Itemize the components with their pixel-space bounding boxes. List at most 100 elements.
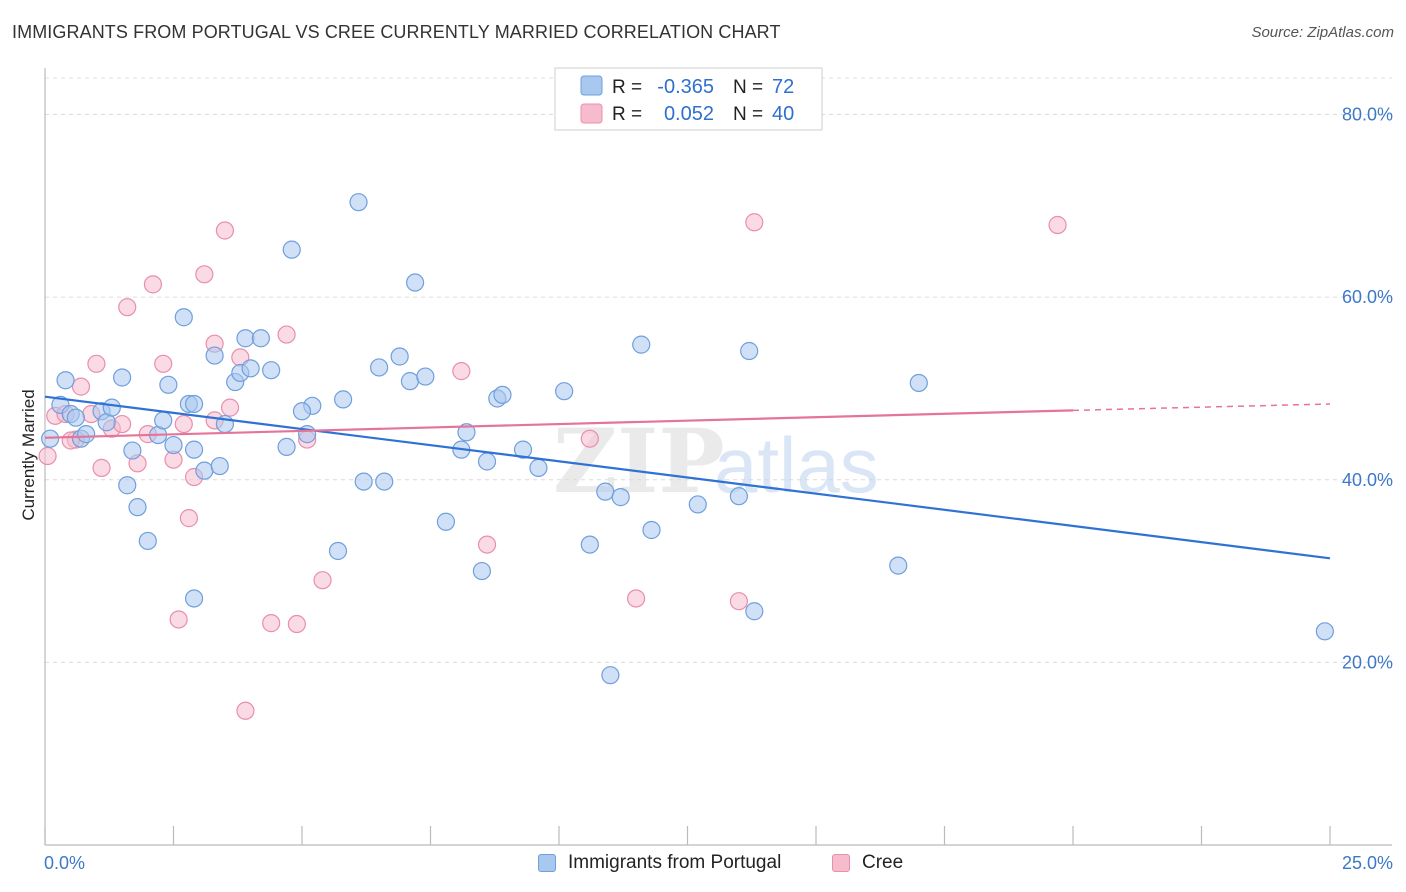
point-cree bbox=[477, 535, 497, 554]
point-portugal bbox=[128, 498, 147, 517]
point-portugal bbox=[909, 373, 928, 393]
point-portugal bbox=[405, 273, 425, 292]
point-portugal bbox=[138, 531, 157, 551]
point-portugal bbox=[740, 341, 759, 361]
point-portugal bbox=[390, 347, 409, 366]
point-portugal bbox=[112, 368, 132, 387]
chart-title: IMMIGRANTS FROM PORTUGAL VS CREE CURRENT… bbox=[12, 22, 781, 42]
x-tick-label: 25.0% bbox=[1342, 853, 1393, 873]
legend-r-label: R = bbox=[612, 104, 642, 125]
trend-lines bbox=[44, 395, 1331, 560]
point-portugal bbox=[184, 440, 204, 459]
point-portugal bbox=[688, 495, 707, 514]
point-portugal bbox=[282, 240, 301, 259]
point-portugal bbox=[118, 476, 137, 495]
point-cree bbox=[277, 325, 296, 344]
point-portugal bbox=[210, 456, 229, 476]
point-cree bbox=[195, 265, 214, 284]
point-portugal bbox=[241, 359, 260, 378]
point-cree bbox=[452, 362, 471, 381]
point-cree bbox=[143, 275, 163, 294]
correlation-legend: R = -0.365 N = 72 R = 0.052 N = 40 bbox=[554, 67, 823, 131]
point-portugal bbox=[349, 193, 368, 212]
point-portugal bbox=[400, 372, 420, 391]
point-portugal bbox=[745, 602, 764, 621]
x-tick-label: 0.0% bbox=[44, 853, 85, 873]
point-portugal bbox=[436, 512, 456, 531]
point-portugal bbox=[529, 458, 548, 477]
legend-r-label: R = bbox=[612, 77, 642, 98]
point-portugal bbox=[102, 398, 121, 417]
point-portugal bbox=[513, 440, 533, 459]
point-portugal bbox=[354, 472, 373, 491]
point-portugal bbox=[236, 329, 255, 348]
legend-swatch-blue bbox=[580, 75, 603, 96]
legend-label: Immigrants from Portugal bbox=[568, 852, 782, 873]
point-cree bbox=[580, 429, 599, 448]
legend-label: Cree bbox=[862, 852, 904, 873]
legend-r-value: -0.365 bbox=[657, 76, 714, 98]
point-portugal bbox=[66, 408, 85, 427]
point-cree bbox=[220, 398, 240, 417]
point-portugal bbox=[416, 367, 435, 386]
point-cree bbox=[154, 354, 173, 373]
point-portugal bbox=[159, 375, 178, 394]
point-cree bbox=[87, 354, 106, 373]
point-cree bbox=[118, 298, 137, 317]
point-portugal bbox=[328, 541, 348, 561]
point-portugal bbox=[292, 402, 312, 421]
point-portugal bbox=[56, 371, 75, 390]
legend-r-value: 0.052 bbox=[664, 103, 714, 125]
point-portugal bbox=[611, 488, 630, 507]
point-cree bbox=[262, 614, 281, 633]
point-cree bbox=[92, 458, 111, 477]
point-portugal bbox=[1315, 622, 1334, 641]
point-portugal bbox=[632, 335, 651, 354]
point-cree bbox=[179, 509, 199, 528]
point-cree bbox=[313, 571, 332, 590]
point-portugal bbox=[493, 385, 512, 404]
legend-n-label: N = bbox=[733, 77, 763, 98]
y-tick-label: 60.0% bbox=[1342, 287, 1393, 307]
legend-swatch-pink bbox=[580, 103, 603, 124]
point-portugal bbox=[195, 461, 214, 480]
point-portugal bbox=[729, 487, 749, 506]
point-portugal bbox=[184, 589, 204, 608]
point-portugal bbox=[164, 435, 183, 455]
point-portugal bbox=[277, 437, 296, 456]
point-cree bbox=[729, 592, 749, 611]
point-portugal bbox=[472, 561, 491, 581]
point-portugal bbox=[205, 346, 224, 365]
point-cree bbox=[112, 414, 132, 434]
point-cree bbox=[169, 610, 188, 629]
legend-n-value: 72 bbox=[772, 76, 794, 98]
point-portugal bbox=[262, 361, 281, 380]
point-portugal bbox=[184, 394, 204, 414]
point-cree bbox=[174, 414, 193, 434]
point-portugal bbox=[154, 411, 173, 430]
point-portugal bbox=[77, 425, 96, 444]
trend-line-cree bbox=[44, 409, 1074, 439]
legend-swatch-pink bbox=[832, 854, 850, 872]
point-portugal bbox=[555, 382, 574, 401]
point-portugal bbox=[477, 452, 497, 471]
point-portugal bbox=[174, 308, 193, 327]
point-portugal bbox=[596, 482, 615, 501]
legend-item-portugal: Immigrants from Portugal bbox=[538, 852, 781, 874]
legend-item-cree: Cree bbox=[832, 852, 903, 874]
point-cree bbox=[71, 377, 91, 396]
y-tick-label: 20.0% bbox=[1342, 652, 1393, 672]
data-points bbox=[38, 193, 1334, 720]
point-cree bbox=[1048, 215, 1067, 235]
point-portugal bbox=[642, 520, 661, 540]
point-cree bbox=[38, 446, 57, 466]
point-portugal bbox=[375, 472, 394, 491]
point-cree bbox=[215, 221, 234, 240]
y-axis-title: Currently Married bbox=[19, 389, 38, 520]
point-portugal bbox=[334, 390, 353, 409]
point-portugal bbox=[601, 666, 620, 685]
point-cree bbox=[236, 701, 255, 720]
point-portugal bbox=[370, 358, 389, 377]
y-tick-label: 80.0% bbox=[1342, 105, 1393, 125]
